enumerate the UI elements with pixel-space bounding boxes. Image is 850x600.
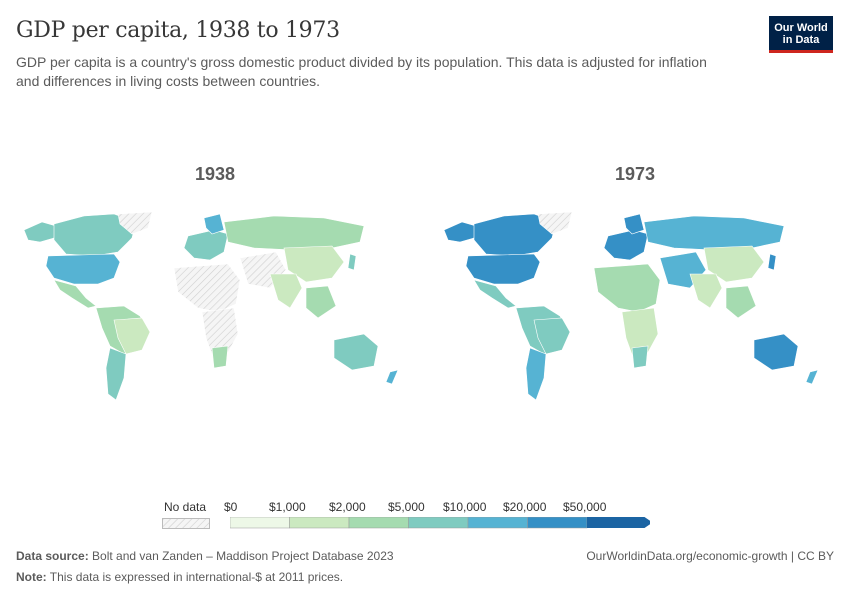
chart-title: GDP per capita, 1938 to 1973 xyxy=(16,18,340,43)
region-india[interactable] xyxy=(269,273,303,309)
region-argentina[interactable] xyxy=(105,347,127,401)
region-new-zealand[interactable] xyxy=(385,369,399,385)
region-greenland[interactable] xyxy=(117,211,153,235)
region-russia[interactable] xyxy=(643,215,785,251)
region-north-africa[interactable] xyxy=(173,263,241,313)
logo-line-1: Our World xyxy=(774,22,828,34)
legend-color-bins xyxy=(230,517,650,529)
region-usa[interactable] xyxy=(45,253,121,285)
world-map-1938 xyxy=(23,211,399,401)
region-canada[interactable] xyxy=(473,213,557,257)
logo-line-2: in Data xyxy=(782,34,820,46)
legend-no-data-swatch[interactable] xyxy=(162,518,210,529)
footer-note: Note: This data is expressed in internat… xyxy=(16,570,343,584)
region-china[interactable] xyxy=(283,245,345,283)
region-argentina[interactable] xyxy=(525,347,547,401)
legend-tick-label: $5,000 xyxy=(388,500,425,514)
map-year-left: 1938 xyxy=(194,164,236,184)
region-alaska[interactable] xyxy=(23,221,57,243)
region-alaska[interactable] xyxy=(443,221,477,243)
region-brazil[interactable] xyxy=(533,317,571,355)
footer-source-label: Data source: xyxy=(16,549,89,563)
region-southern-africa[interactable] xyxy=(631,345,649,369)
region-china[interactable] xyxy=(703,245,765,283)
region-north-africa[interactable] xyxy=(593,263,661,313)
legend-bin[interactable] xyxy=(348,517,409,529)
legend-tick-label: $2,000 xyxy=(329,500,366,514)
legend-bin[interactable] xyxy=(527,517,588,529)
region-russia[interactable] xyxy=(223,215,365,251)
region-greenland[interactable] xyxy=(537,211,573,235)
footer-source: Data source: Bolt and van Zanden – Maddi… xyxy=(16,549,394,563)
region-southeast-asia[interactable] xyxy=(305,285,337,319)
region-new-zealand[interactable] xyxy=(805,369,819,385)
footer-url[interactable]: OurWorldinData.org/economic-growth | CC … xyxy=(586,549,834,563)
chart-subtitle: GDP per capita is a country's gross dome… xyxy=(16,54,707,89)
legend-bin[interactable] xyxy=(289,517,350,529)
map-year-right: 1973 xyxy=(614,164,656,184)
region-scandinavia[interactable] xyxy=(623,213,645,235)
legend-bin[interactable] xyxy=(467,517,528,529)
legend-tick-label: $1,000 xyxy=(269,500,306,514)
region-europe[interactable] xyxy=(603,229,649,261)
legend-tick-label: $20,000 xyxy=(503,500,547,514)
footer-source-text: Bolt and van Zanden – Maddison Project D… xyxy=(92,549,394,563)
legend-tick-label: $0 xyxy=(224,500,238,514)
region-southeast-asia[interactable] xyxy=(725,285,757,319)
region-japan[interactable] xyxy=(347,253,357,271)
legend-no-data-label: No data xyxy=(164,500,207,514)
footer-note-label: Note: xyxy=(16,570,47,584)
region-india[interactable] xyxy=(689,273,723,309)
region-mexico[interactable] xyxy=(473,279,517,309)
legend-tick-label: $10,000 xyxy=(443,500,487,514)
region-southern-africa[interactable] xyxy=(211,345,229,369)
region-canada[interactable] xyxy=(53,213,137,257)
region-australia[interactable] xyxy=(753,333,799,371)
region-europe[interactable] xyxy=(183,229,229,261)
legend-bin[interactable] xyxy=(587,517,650,528)
region-usa[interactable] xyxy=(465,253,541,285)
owid-logo[interactable]: Our World in Data xyxy=(769,16,833,53)
region-japan[interactable] xyxy=(767,253,777,271)
region-mexico[interactable] xyxy=(53,279,97,309)
footer-note-text: This data is expressed in international-… xyxy=(49,570,344,584)
legend-bin[interactable] xyxy=(230,517,290,529)
region-brazil[interactable] xyxy=(113,317,151,355)
legend-tick-label: $50,000 xyxy=(563,500,607,514)
world-map-1973 xyxy=(443,211,819,401)
region-scandinavia[interactable] xyxy=(203,213,225,235)
region-australia[interactable] xyxy=(333,333,379,371)
legend-bin[interactable] xyxy=(408,517,469,529)
